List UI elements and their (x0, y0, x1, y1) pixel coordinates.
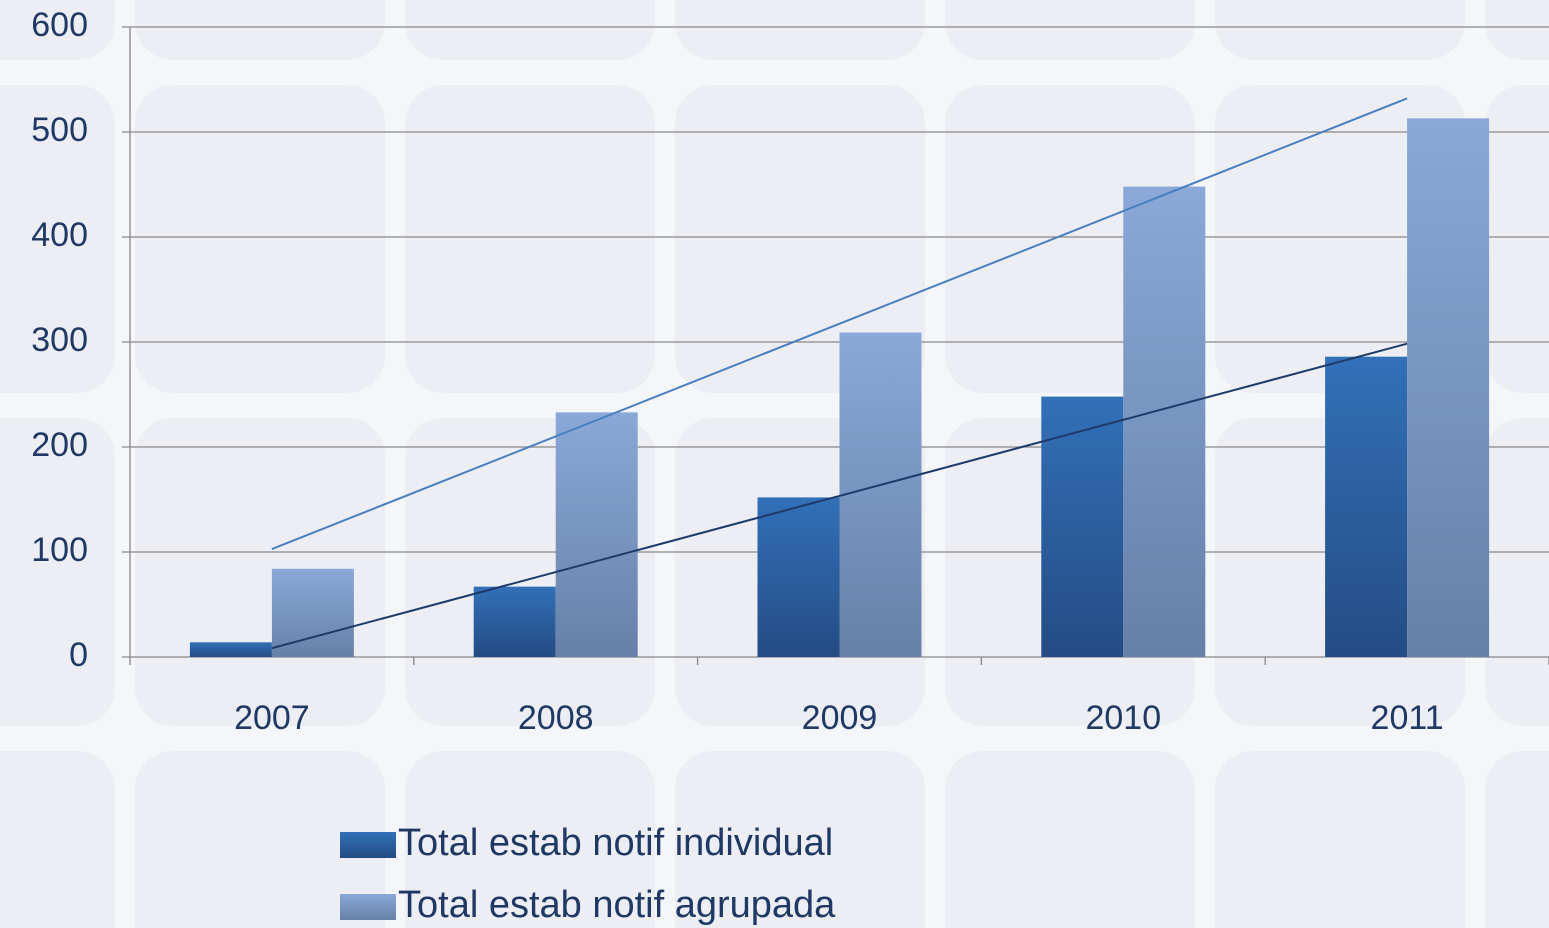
y-tick-label: 500 (31, 111, 88, 149)
bar (1407, 118, 1490, 658)
y-tick-label: 300 (31, 321, 88, 359)
legend-swatch (340, 894, 396, 920)
bar (757, 497, 840, 657)
bar (1123, 186, 1206, 657)
y-tick-label: 600 (31, 6, 88, 44)
x-tick-label: 2007 (234, 699, 310, 737)
bar (1325, 356, 1408, 657)
y-tick-label: 100 (31, 531, 88, 569)
trend-line (271, 97, 1408, 550)
y-tick-label: 400 (31, 216, 88, 254)
legend-label: Total estab notif agrupada (398, 884, 836, 926)
bar (189, 642, 272, 657)
bar (839, 332, 922, 657)
bar (1041, 396, 1124, 657)
trend-line (271, 342, 1408, 650)
x-tick-label: 2010 (1085, 699, 1161, 737)
legend-label: Total estab notif individual (398, 822, 833, 864)
bar (271, 568, 354, 657)
x-tick-label: 2011 (1371, 699, 1444, 737)
x-tick-label: 2009 (802, 699, 878, 737)
legend-swatch (340, 832, 396, 858)
y-tick-label: 200 (31, 426, 88, 464)
bar (555, 412, 638, 657)
y-tick-label: 0 (69, 636, 88, 674)
x-tick-label: 2008 (518, 699, 594, 737)
bar (473, 586, 556, 657)
